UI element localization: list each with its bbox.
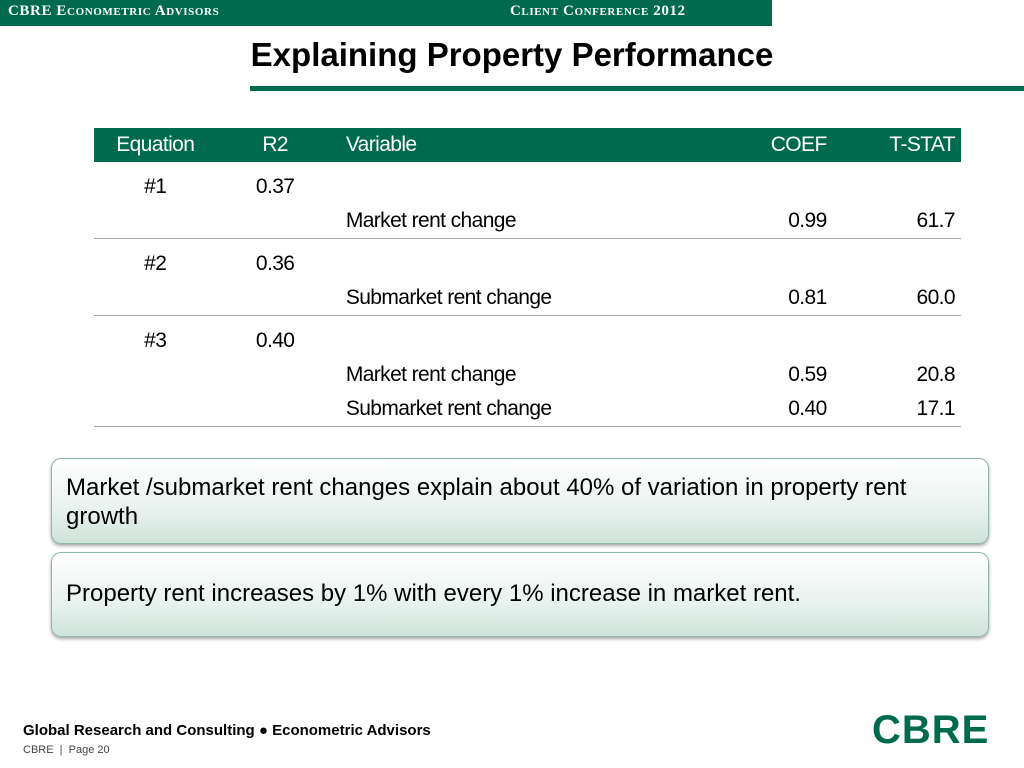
cell-coef: 0.59 (788, 363, 827, 386)
col-r2: R2 (216, 128, 334, 162)
cell-tstat (827, 316, 961, 359)
callout-rent-increase: Property rent increases by 1% with every… (51, 552, 989, 637)
cell-r2: 0.37 (255, 175, 295, 198)
cell-equation: #3 (144, 329, 167, 352)
cell-coef (736, 239, 827, 282)
col-tstat: T-STAT (826, 128, 961, 162)
cell-tstat: 61.7 (826, 204, 961, 239)
cell-variable: Submarket rent change (333, 281, 736, 316)
cbre-logo: CBRE (872, 708, 990, 752)
cell-r2 (216, 392, 334, 427)
cell-r2: 0.40 (255, 329, 295, 352)
cell-coef (736, 162, 827, 204)
cell-equation (94, 281, 217, 316)
cell-r2 (216, 358, 333, 392)
cell-variable (334, 162, 736, 204)
table-row: #3 0.40 (94, 316, 961, 359)
cell-r2: 0.36 (255, 252, 295, 275)
cell-variable (334, 239, 736, 282)
cell-variable: Market rent change (333, 204, 736, 239)
cell-tstat (827, 239, 961, 282)
table-row: Submarket rent change 0.40 17.1 (94, 392, 961, 427)
cell-tstat: 20.8 (916, 363, 956, 386)
cell-tstat: 17.1 (826, 392, 961, 427)
company-name: CBRE Econometric Advisors (8, 3, 220, 19)
cell-tstat (827, 162, 961, 204)
regression-table: Equation R2 Variable COEF T-STAT #1 0.37… (94, 128, 961, 427)
cell-variable: Market rent change (345, 363, 517, 386)
title-underline (250, 86, 1024, 91)
table-row: #1 0.37 (94, 162, 961, 204)
table-row: Market rent change 0.99 61.7 (94, 204, 961, 239)
table-row: Submarket rent change 0.81 60.0 (94, 281, 961, 316)
top-banner: CBRE Econometric Advisors Client Confere… (0, 0, 772, 26)
table-row: #2 0.36 (94, 239, 961, 282)
cell-coef: 0.99 (735, 204, 827, 239)
col-equation: Equation (94, 128, 217, 162)
callout-variation: Market /submarket rent changes explain a… (51, 458, 989, 544)
cell-variable: Submarket rent change (333, 392, 736, 427)
cell-r2 (216, 281, 334, 316)
cell-tstat: 60.0 (826, 281, 961, 316)
footer-title: Global Research and Consulting ● Econome… (23, 722, 431, 739)
table-header-row: Equation R2 Variable COEF T-STAT (94, 128, 961, 162)
cell-variable (334, 316, 736, 359)
page-title: Explaining Property Performance (250, 36, 774, 73)
col-variable: Variable (333, 128, 736, 162)
col-coef: COEF (735, 128, 827, 162)
cell-equation (94, 204, 217, 239)
cell-coef (736, 316, 827, 359)
cell-equation (94, 392, 217, 427)
cell-equation: #2 (144, 252, 167, 275)
footer-page: CBRE | Page 20 (23, 744, 110, 756)
cell-r2 (216, 204, 334, 239)
cell-coef: 0.81 (735, 281, 827, 316)
event-name: Client Conference 2012 (510, 3, 686, 19)
cell-coef: 0.40 (735, 392, 827, 427)
cell-equation: #1 (144, 175, 167, 198)
table-row: Market rent change 0.59 20.8 (94, 358, 961, 392)
cell-equation (94, 358, 216, 392)
